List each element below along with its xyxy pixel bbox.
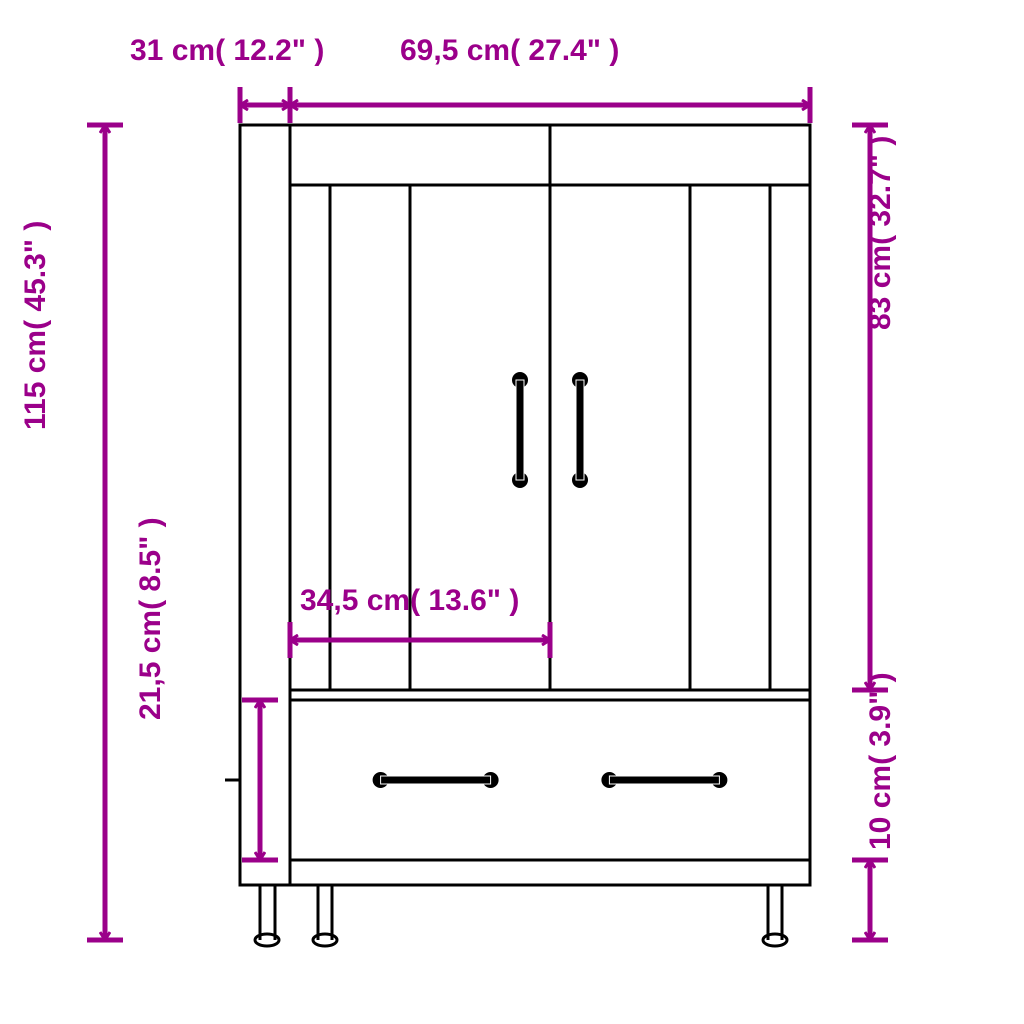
label-door-height: 83 cm( 32.7" ) — [864, 136, 897, 330]
label-leg-height: 10 cm( 3.9" ) — [864, 672, 897, 850]
label-height-total: 115 cm( 45.3" ) — [19, 221, 52, 430]
label-width: 69,5 cm( 27.4" ) — [400, 34, 619, 67]
label-drawer-height: 21,5 cm( 8.5" ) — [134, 517, 167, 720]
label-depth: 31 cm( 12.2" ) — [130, 34, 324, 67]
label-door-width: 34,5 cm( 13.6" ) — [300, 584, 519, 617]
